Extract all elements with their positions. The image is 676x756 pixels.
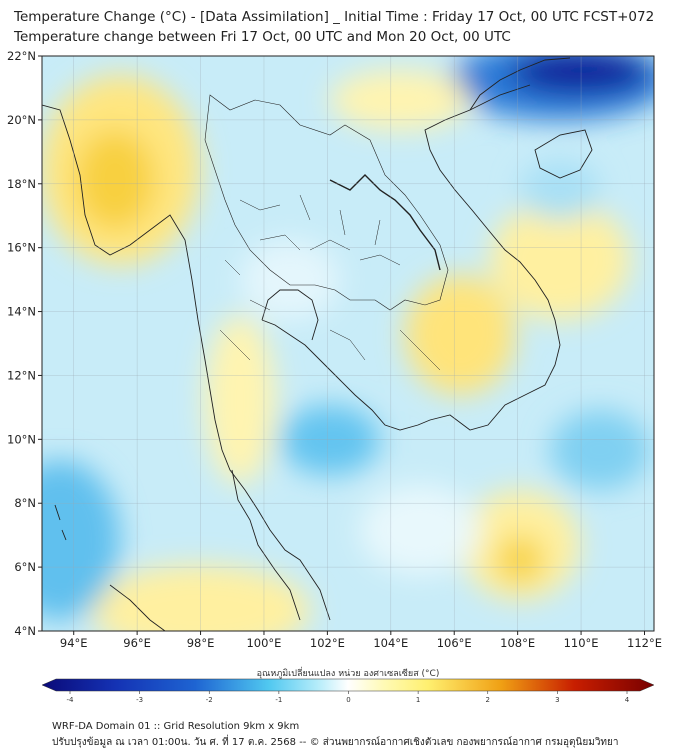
- temperature-field: [42, 56, 654, 631]
- lon-label: 108°E: [500, 636, 535, 650]
- lat-label: 16°N: [7, 241, 36, 255]
- lon-label: 98°E: [187, 636, 215, 650]
- coastlines: [42, 57, 593, 631]
- colorbar-tick-label: -2: [206, 696, 213, 704]
- colorbar-tick-label: 1: [416, 696, 420, 704]
- inland-boundary: [204, 94, 449, 311]
- colorbar-tick-label: 0: [346, 696, 350, 704]
- colorbar-ticks: -4 -3 -2 -1 0 1 2 3 4: [67, 691, 630, 704]
- colorbar-tick-label: -4: [67, 696, 75, 704]
- lon-label: 102°E: [310, 636, 345, 650]
- mainland-coast: [42, 104, 331, 621]
- sumatra-tip: [109, 584, 166, 631]
- lon-label: 110°E: [564, 636, 599, 650]
- lon-label: 112°E: [627, 636, 662, 650]
- gulf-coast: [261, 84, 561, 431]
- lat-label: 10°N: [7, 432, 36, 446]
- peninsula-east: [231, 469, 301, 621]
- lat-label: 14°N: [7, 305, 36, 319]
- chart-title: Temperature Change (°C) - [Data Assimila…: [14, 9, 655, 25]
- footer-model-info: WRF-DA Domain 01 :: Grid Resolution 9km …: [52, 721, 300, 732]
- lon-label: 100°E: [246, 636, 281, 650]
- lon-label: 104°E: [373, 636, 408, 650]
- colorbar: [41, 678, 655, 692]
- footer-credit: ปรับปรุงข้อมูล ณ เวลา 01:00น. วัน ศ. ที่…: [52, 737, 619, 748]
- temperature-change-map: 22°N 20°N 18°N 16°N 14°N 12°N 10°N 8°N 6°N 4°N 94…: [7, 49, 662, 704]
- chart-subtitle: Temperature change between Fri 17 Oct, 0…: [14, 29, 511, 45]
- lat-label: 22°N: [7, 49, 36, 63]
- lat-label: 4°N: [14, 624, 36, 638]
- colorbar-tick-label: -1: [275, 696, 282, 704]
- hainan-island: [534, 129, 593, 179]
- graticule: [42, 56, 654, 631]
- map-frame: [41, 55, 655, 632]
- lat-label: 8°N: [14, 496, 36, 510]
- colorbar-label: อุณหภูมิเปลี่ยนแปลง หน่วย องศาเซลเซียส (…: [257, 666, 440, 679]
- lat-label: 18°N: [7, 177, 36, 191]
- lat-label: 20°N: [7, 113, 36, 127]
- longitude-axis: 94°E 96°E 98°E 100°E 102°E 104°E 106°E 108°E 110…: [60, 631, 662, 650]
- colorbar-tick-label: 4: [625, 696, 630, 704]
- lat-label: 6°N: [14, 560, 36, 574]
- colorbar-tick-label: 3: [555, 696, 559, 704]
- lon-label: 106°E: [437, 636, 472, 650]
- andaman-islands: [54, 504, 67, 541]
- colorbar-tick-label: -3: [136, 696, 143, 704]
- border-thick: [329, 174, 441, 271]
- latitude-axis: 22°N 20°N 18°N 16°N 14°N 12°N 10°N 8°N 6°N 4°N: [7, 49, 42, 638]
- lon-label: 94°E: [60, 636, 88, 650]
- colorbar-tick-label: 2: [486, 696, 490, 704]
- vietnam-coast-north: [469, 57, 571, 111]
- lon-label: 96°E: [123, 636, 151, 650]
- inner-gulf: [261, 289, 319, 341]
- lat-label: 12°N: [7, 368, 36, 382]
- provinces: [219, 194, 441, 371]
